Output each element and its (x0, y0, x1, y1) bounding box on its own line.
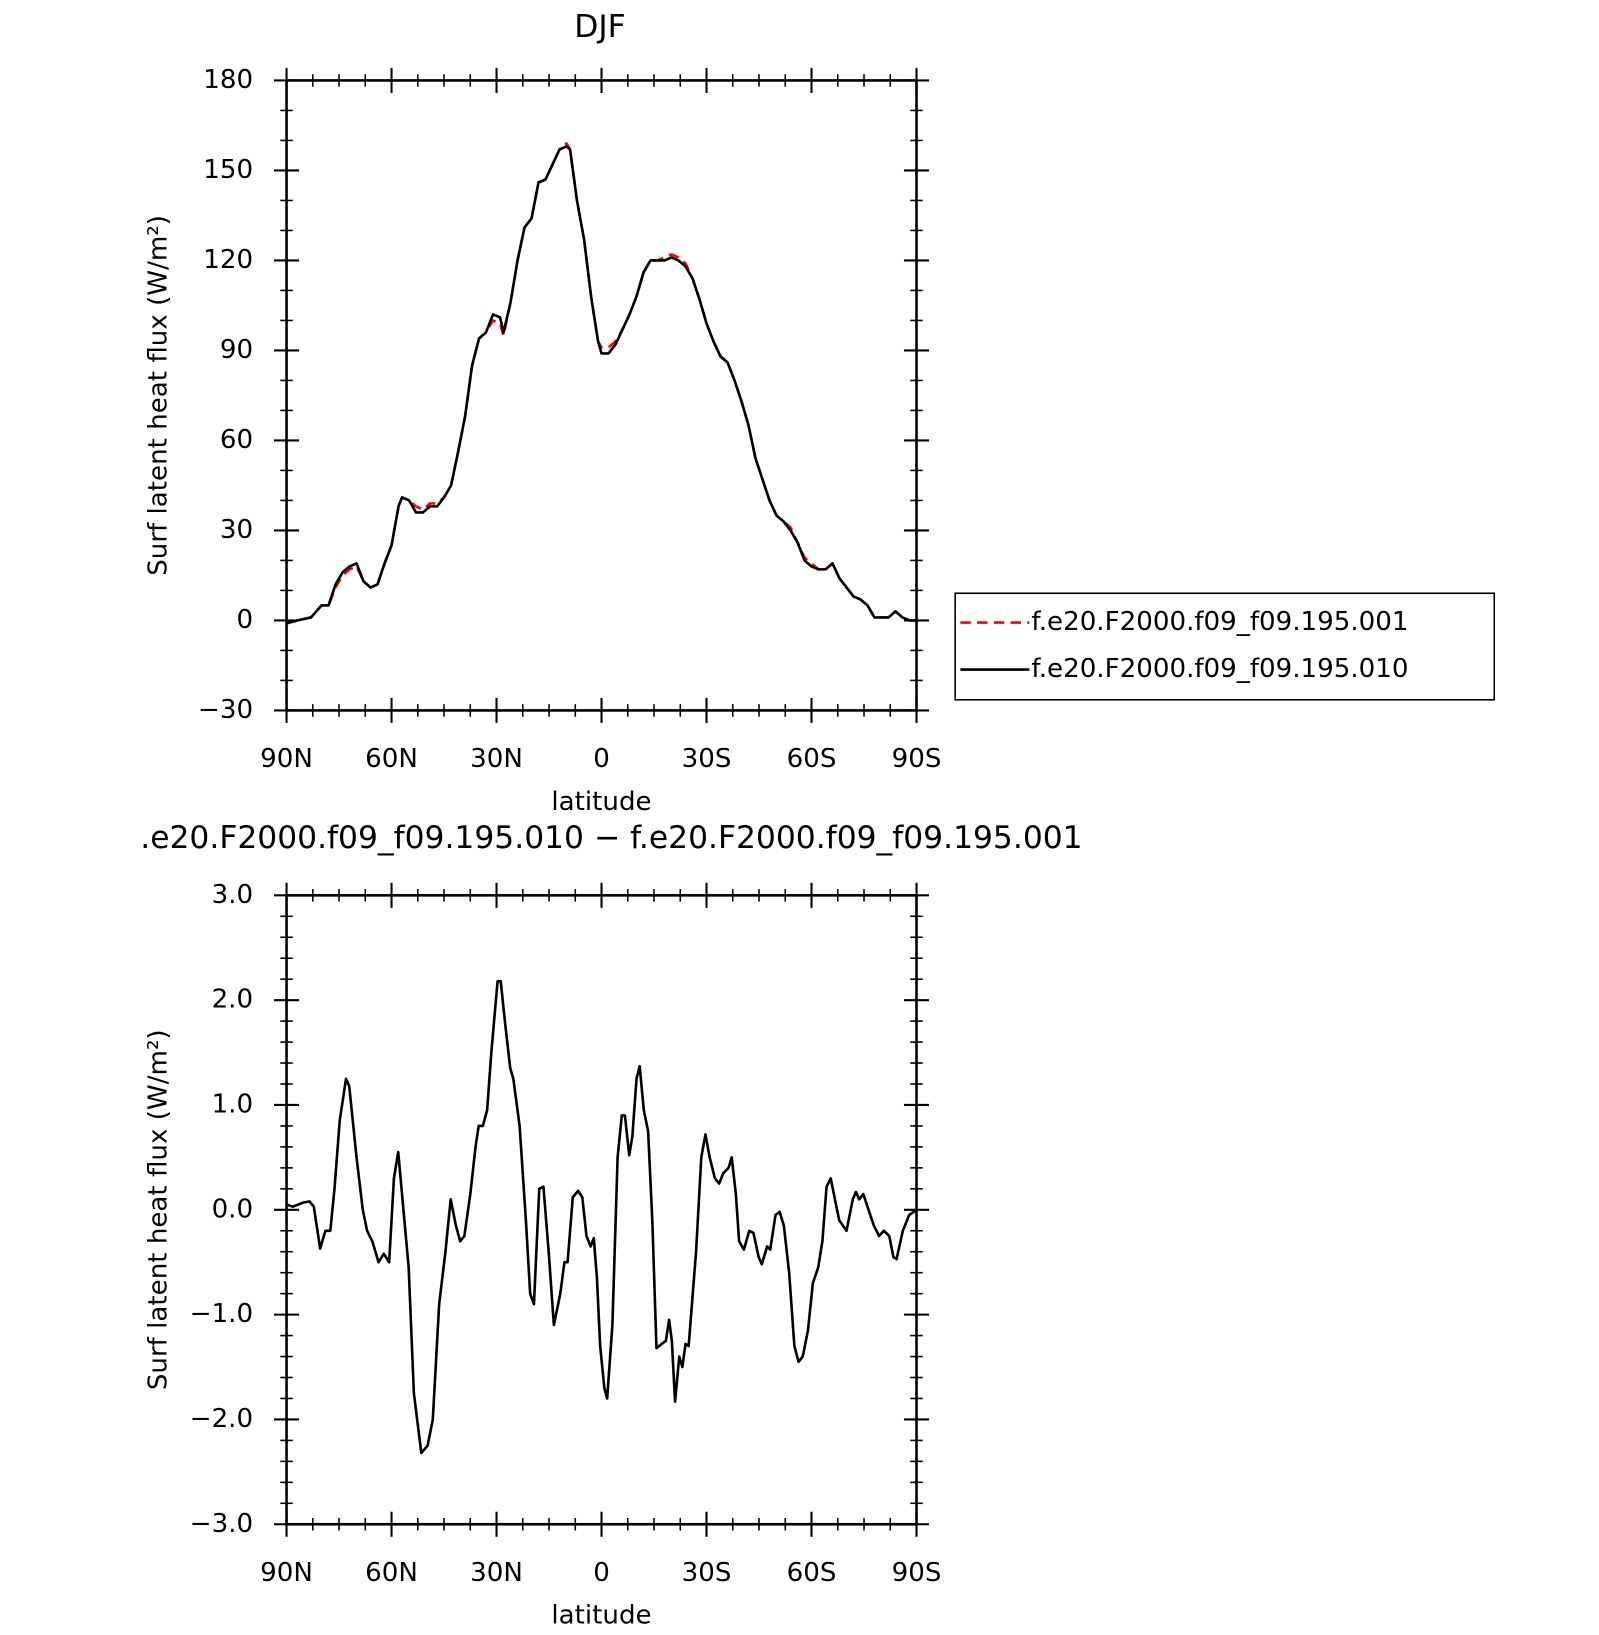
y-tick-label: −3.0 (190, 1509, 253, 1539)
x-tick-label: 30N (470, 744, 523, 774)
data-line (286, 145, 917, 625)
y-tick-label: 0 (236, 605, 253, 635)
x-tick-label: 30N (470, 1558, 523, 1588)
y-tick-label: 90 (220, 335, 253, 365)
y-tick-label: 150 (203, 155, 253, 185)
x-tick-label: 60N (365, 744, 418, 774)
y-tick-label: −2.0 (190, 1404, 253, 1434)
y-axis-label: Surf latent heat flux (W/m²) (144, 215, 174, 576)
data-line (286, 142, 917, 625)
y-tick-label: 0.0 (212, 1194, 254, 1224)
x-tick-label: 60S (787, 1558, 837, 1588)
x-tick-label: 30S (682, 744, 732, 774)
legend-box (954, 592, 1496, 701)
x-axis-label: latitude (551, 1601, 651, 1631)
x-tick-label: 0 (593, 744, 610, 774)
plot-frame (285, 79, 918, 712)
y-tick-label: −30 (198, 695, 253, 725)
y-tick-label: 3.0 (212, 880, 254, 910)
y-tick-label: 60 (220, 425, 253, 455)
y-tick-label: −1.0 (190, 1299, 253, 1329)
data-line (286, 980, 918, 1455)
x-tick-label: 90N (260, 744, 313, 774)
y-tick-label: 2.0 (212, 985, 254, 1015)
legend-label: f.e20.F2000.f09_f09.195.001 (1031, 607, 1408, 637)
y-axis-label: Surf latent heat flux (W/m²) (144, 1029, 174, 1390)
x-tick-label: 30S (682, 1558, 732, 1588)
x-tick-label: 60S (787, 744, 837, 774)
plot-frame (285, 894, 918, 1526)
x-tick-label: 90S (892, 1558, 942, 1588)
x-axis-label: latitude (551, 787, 651, 817)
chart-title: DJF (574, 9, 625, 45)
x-tick-label: 90S (892, 744, 942, 774)
legend-label: f.e20.F2000.f09_f09.195.010 (1031, 654, 1408, 684)
chart-title: .e20.F2000.f09_f09.195.010 − f.e20.F2000… (140, 820, 1082, 856)
y-tick-label: 180 (203, 65, 253, 95)
y-tick-label: 1.0 (212, 1089, 254, 1119)
y-tick-label: 30 (220, 515, 253, 545)
x-tick-label: 0 (593, 1558, 610, 1588)
y-tick-label: 120 (203, 245, 253, 275)
x-tick-label: 60N (365, 1558, 418, 1588)
x-tick-label: 90N (260, 1558, 313, 1588)
